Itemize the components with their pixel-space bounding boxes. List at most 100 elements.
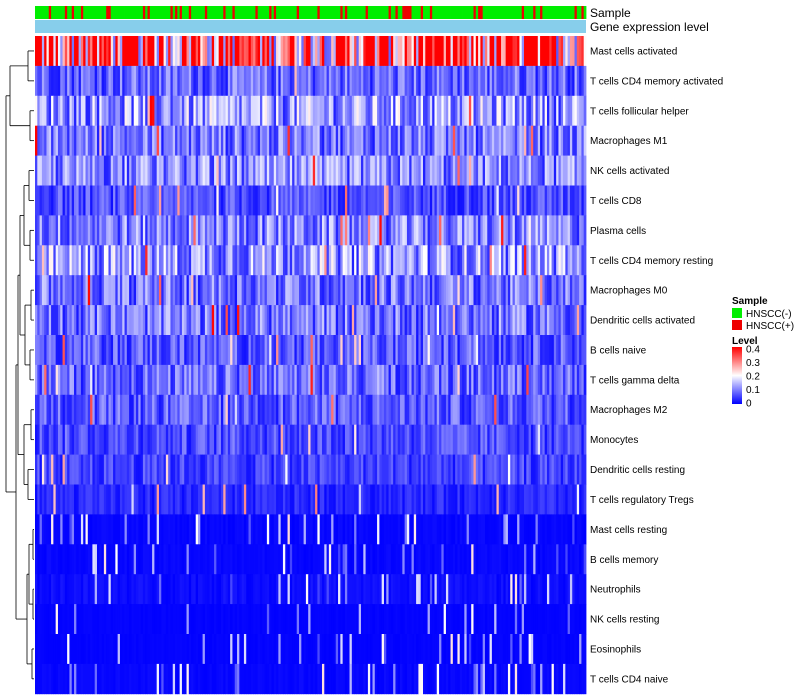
sample-annotation-cell	[441, 6, 445, 19]
heatmap-cell	[257, 335, 261, 366]
heatmap-cell	[296, 305, 300, 336]
sample-annotation-cell	[124, 6, 128, 19]
heatmap-cell	[154, 454, 158, 485]
heatmap-cell	[209, 394, 213, 426]
heatmap-cell	[452, 364, 456, 396]
heatmap-cell	[462, 544, 465, 575]
heatmap-cell	[278, 604, 282, 635]
heatmap-cell	[491, 364, 495, 396]
heatmap-cell	[411, 95, 415, 127]
heatmap-cell	[315, 574, 318, 605]
heatmap-cell	[296, 454, 300, 485]
heatmap-cell	[381, 514, 385, 545]
heatmap-cell	[188, 125, 192, 156]
heatmap-cell	[44, 424, 47, 455]
heatmap-cell	[501, 574, 504, 605]
heatmap-cell	[413, 185, 417, 216]
heatmap-cell	[170, 364, 174, 396]
heatmap-cell	[331, 364, 334, 396]
heatmap-cell	[60, 245, 63, 276]
heatmap-cell	[200, 514, 203, 545]
heatmap-cell	[74, 65, 77, 97]
heatmap-cell	[413, 574, 417, 605]
heatmap-cell	[338, 454, 341, 485]
heatmap-cell	[216, 335, 220, 366]
heatmap-cell	[404, 574, 408, 605]
heatmap-cell	[83, 514, 86, 545]
heatmap-cell	[457, 65, 461, 97]
heatmap-cell	[452, 155, 456, 186]
heatmap-cell	[338, 574, 341, 605]
heatmap-cell	[193, 305, 197, 336]
heatmap-cell	[464, 514, 468, 545]
heatmap-cell	[377, 424, 380, 455]
heatmap-cell	[347, 454, 350, 485]
heatmap-cell	[301, 484, 305, 515]
heatmap-cell	[223, 125, 226, 156]
sample-annotation-cell	[404, 6, 408, 19]
heatmap-cell	[386, 454, 389, 485]
heatmap-cell	[152, 335, 155, 366]
heatmap-cell	[87, 364, 91, 396]
heatmap-cell	[142, 125, 146, 156]
heatmap-cell	[269, 574, 272, 605]
heatmap-cell	[423, 185, 426, 216]
heatmap-cell	[37, 424, 40, 455]
heatmap-cell	[225, 604, 229, 635]
heatmap-cell	[406, 335, 410, 366]
heatmap-cell	[269, 424, 272, 455]
heatmap-cell	[445, 305, 449, 336]
heatmap-cell	[354, 424, 357, 455]
heatmap-cell	[558, 394, 562, 426]
heatmap-cell	[48, 125, 52, 156]
heatmap-cell	[379, 185, 383, 216]
heatmap-cell	[292, 95, 295, 127]
heatmap-cell	[122, 125, 125, 156]
heatmap-cell	[356, 335, 360, 366]
heatmap-cell	[51, 424, 54, 455]
heatmap-cell	[528, 95, 532, 127]
heatmap-cell	[395, 424, 399, 455]
heatmap-cell	[390, 454, 394, 485]
heatmap-cell	[386, 364, 389, 396]
heatmap-cell	[363, 574, 366, 605]
heatmap-cell	[74, 394, 77, 426]
heatmap-cell	[289, 275, 293, 306]
heatmap-cell	[142, 364, 146, 396]
heatmap-cell	[333, 424, 337, 455]
heatmap-cell	[377, 95, 380, 127]
heatmap-cell	[574, 335, 578, 366]
heatmap-cell	[324, 544, 327, 575]
heatmap-cell	[535, 394, 539, 426]
heatmap-cell	[145, 424, 148, 455]
heatmap-cell	[285, 484, 288, 515]
heatmap-cell	[393, 574, 396, 605]
heatmap-cell	[517, 245, 520, 276]
heatmap-cell	[466, 215, 470, 246]
heatmap-cell	[473, 544, 477, 575]
heatmap-cell	[147, 454, 151, 485]
heatmap-cell	[152, 125, 155, 156]
heatmap-cell	[200, 65, 203, 97]
heatmap-cell	[367, 155, 371, 186]
heatmap-cell	[312, 36, 316, 67]
sample-annotation-cell	[83, 6, 86, 19]
heatmap-cell	[46, 215, 50, 246]
heatmap-cell	[179, 424, 183, 455]
heatmap-cell	[484, 394, 488, 426]
heatmap-cell	[475, 95, 479, 127]
heatmap-cell	[214, 245, 217, 276]
heatmap-cell	[149, 364, 153, 396]
heatmap-cell	[439, 335, 442, 366]
heatmap-cell	[409, 424, 412, 455]
heatmap-cell	[310, 65, 314, 97]
heatmap-cell	[195, 36, 199, 67]
heatmap-cell	[269, 155, 272, 186]
heatmap-cell	[579, 65, 582, 97]
heatmap-cell	[452, 275, 456, 306]
heatmap-cell	[335, 36, 339, 67]
heatmap-cell	[163, 604, 167, 635]
heatmap-cell	[223, 604, 226, 635]
heatmap-cell	[521, 544, 525, 575]
heatmap-cell	[381, 155, 385, 186]
